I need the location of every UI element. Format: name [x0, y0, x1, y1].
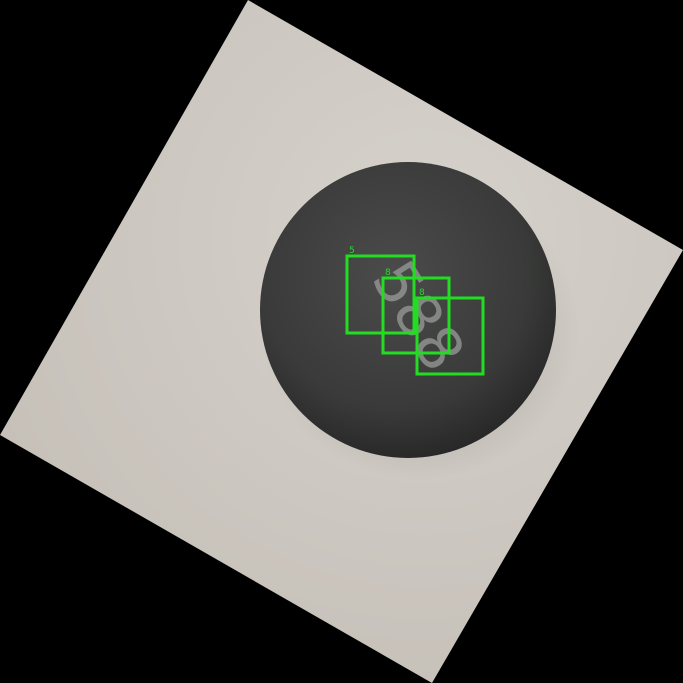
detection-label-1: 5: [349, 246, 355, 256]
detection-label-2: 8: [385, 268, 391, 278]
dark-ball: [260, 162, 556, 458]
detection-box-3: 8: [415, 288, 485, 376]
detection-box-1: 5: [345, 246, 416, 335]
detection-label-3: 8: [419, 288, 425, 298]
